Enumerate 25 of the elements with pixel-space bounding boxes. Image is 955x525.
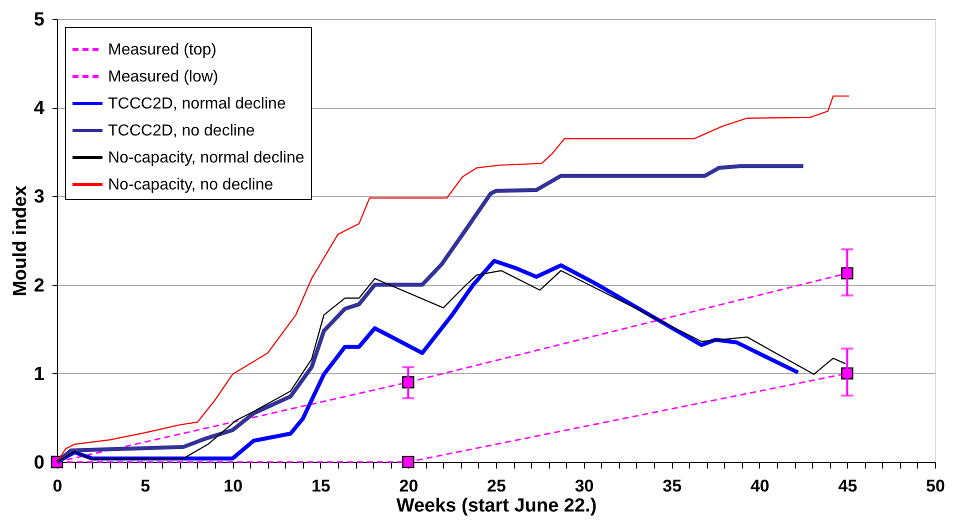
x-tick-label: 10 [224, 476, 243, 496]
x-tick-label: 30 [574, 476, 594, 496]
x-tick-label: 40 [750, 476, 770, 496]
x-tick-label: 25 [487, 476, 506, 496]
y-tick-label: 5 [34, 10, 45, 30]
x-tick-label: 35 [662, 476, 682, 496]
y-axis-title: Mould index [10, 185, 31, 296]
y-tick-label: 2 [34, 275, 44, 296]
legend-label: Measured (top) [108, 42, 216, 58]
y-tick-label: 0 [34, 452, 44, 474]
legend-label: No-capacity, no decline [108, 176, 274, 194]
y-tick-label: 1 [34, 364, 45, 385]
y-tick-label: 4 [34, 98, 45, 120]
legend-label: TCCC2D, no decline [108, 122, 255, 140]
x-tick-label: 45 [838, 476, 858, 496]
y-tick-label: 3 [34, 186, 44, 208]
x-tick-label: 0 [52, 476, 62, 496]
legend-label: TCCC2D, normal decline [108, 96, 286, 112]
x-tick-label: 15 [311, 476, 330, 496]
legend-label: No-capacity, normal decline [108, 150, 304, 166]
x-tick-label: 50 [926, 476, 945, 496]
x-tick-label: 20 [399, 476, 418, 496]
x-axis-title: Weeks (start June 22.) [396, 496, 597, 516]
legend-label: Measured (low) [108, 68, 218, 86]
x-tick-label: 5 [140, 476, 150, 496]
